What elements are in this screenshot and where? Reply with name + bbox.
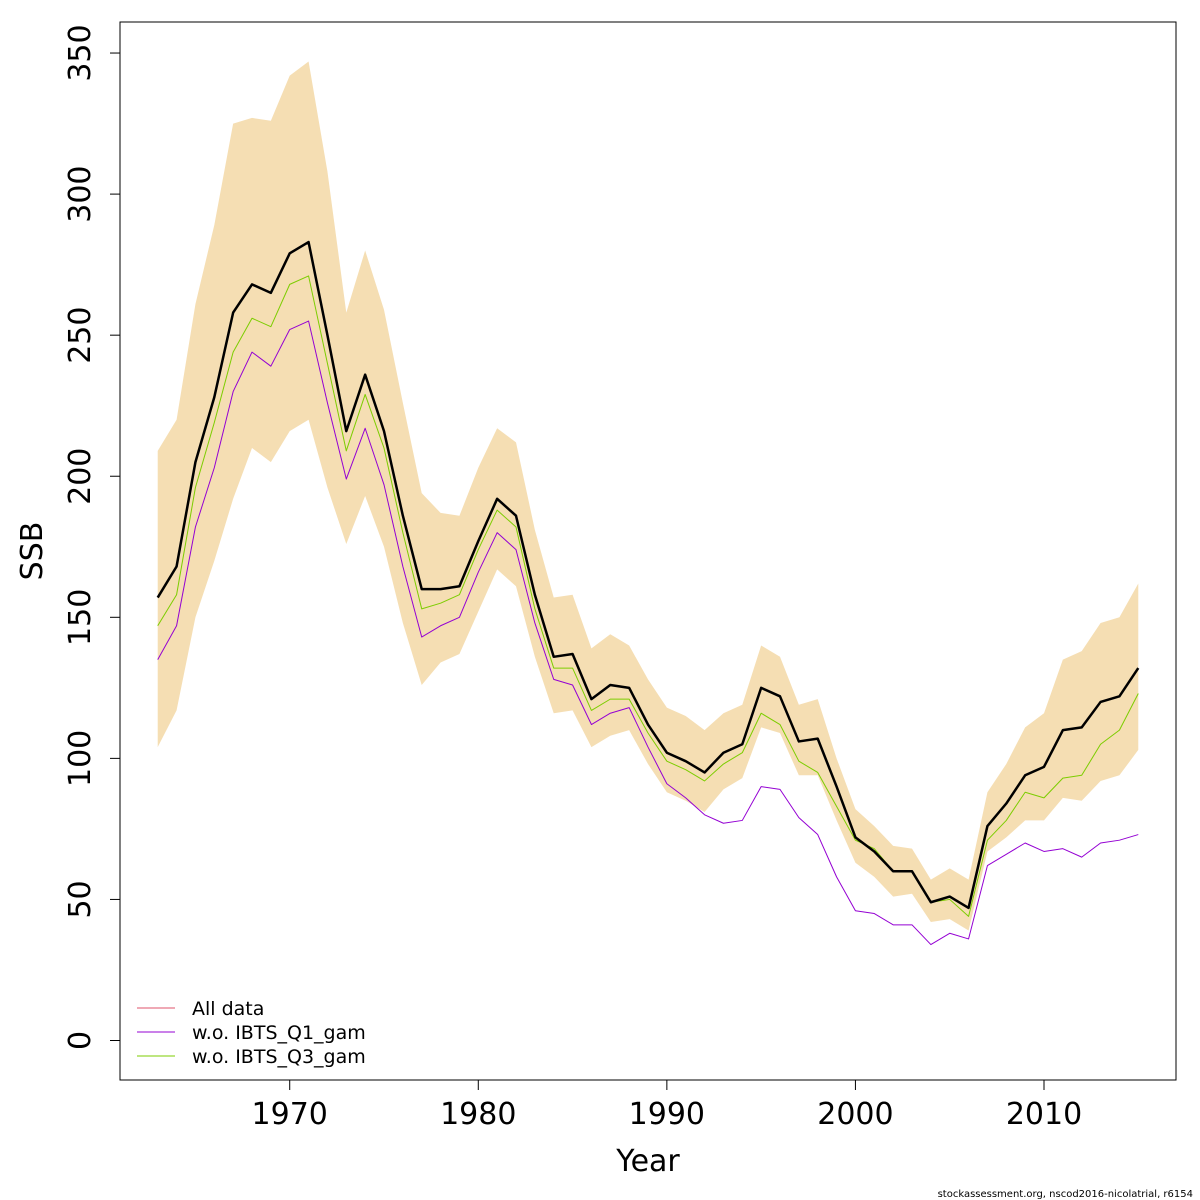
x-tick-label-2: 1990 bbox=[629, 1097, 705, 1132]
y-tick-label-7: 350 bbox=[63, 24, 98, 81]
y-axis: 0 50 100 150 200 250 300 350 bbox=[63, 24, 120, 1050]
series-line-1 bbox=[157, 320, 1139, 946]
footer-credit: stockassessment.org, nscod2016-nicolatri… bbox=[938, 1189, 1193, 1200]
series-line-0 bbox=[156, 240, 1140, 910]
y-tick-label-2: 100 bbox=[63, 730, 98, 787]
legend-label-1: w.o. IBTS_Q1_gam bbox=[192, 1022, 366, 1044]
series-line-2 bbox=[157, 275, 1139, 917]
legend-label-0: All data bbox=[192, 998, 264, 1020]
x-tick-label-1: 1980 bbox=[440, 1097, 516, 1132]
x-tick-label-4: 2010 bbox=[1006, 1097, 1082, 1132]
y-tick-label-6: 300 bbox=[63, 165, 98, 222]
y-tick-label-1: 50 bbox=[63, 880, 98, 918]
confidence-band bbox=[157, 61, 1139, 931]
x-tick-label-3: 2000 bbox=[817, 1097, 893, 1132]
y-axis-title: SSB bbox=[15, 522, 50, 581]
y-tick-label-4: 200 bbox=[63, 448, 98, 505]
confidence-band-layer bbox=[157, 61, 1139, 931]
y-tick-label-3: 150 bbox=[63, 589, 98, 646]
series-layer bbox=[156, 240, 1140, 946]
x-axis: 1970 1980 1990 2000 2010 bbox=[252, 1080, 1082, 1132]
x-tick-label-0: 1970 bbox=[252, 1097, 328, 1132]
plot-frame bbox=[119, 21, 1177, 1081]
y-tick-label-5: 250 bbox=[63, 307, 98, 364]
x-axis-title: Year bbox=[615, 1144, 680, 1179]
legend-label-2: w.o. IBTS_Q3_gam bbox=[192, 1046, 366, 1068]
y-tick-label-0: 0 bbox=[63, 1031, 98, 1050]
